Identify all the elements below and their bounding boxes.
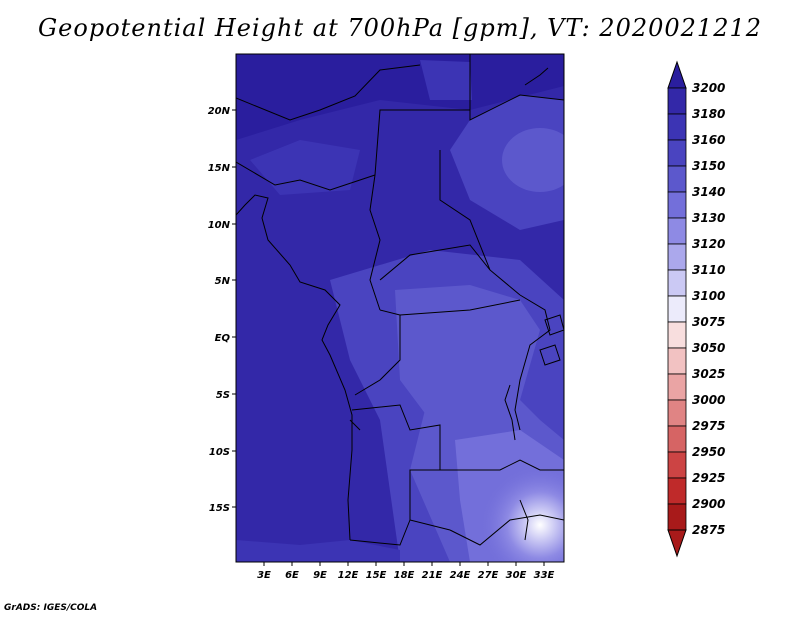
colorbar-label: 3120 [692,237,725,251]
lon-label: 12E [338,570,359,581]
lon-label: 30E [506,570,527,581]
map-frame [235,53,565,563]
colorbar-cell [667,477,687,505]
lat-label: 10S [209,447,230,458]
colorbar-label: 3180 [692,107,725,121]
colorbar-cell [667,269,687,297]
borders [236,54,564,546]
colorbar-arrow-bottom [667,529,687,558]
colorbar-label: 3110 [692,263,725,277]
lon-label: 15E [366,570,387,581]
lat-label: 5S [216,390,230,401]
colorbar-label: 3140 [692,185,725,199]
colorbar-cell [667,451,687,479]
credit-text: GrADS: IGES/COLA [4,603,98,613]
colorbar-label: 3050 [692,341,725,355]
lon-label: 6E [285,570,299,581]
lat-label: 20N [208,106,231,117]
colorbar: 3200 3180 3160 3150 3140 3130 3120 3110 3100 3075… [667,60,725,558]
colorbar-cell [667,165,687,193]
lat-ticks [232,109,236,508]
lon-label: 9E [313,570,327,581]
colorbar-label: 3150 [692,159,725,173]
colorbar-cell [667,321,687,349]
colorbar-cell [667,243,687,271]
map-figure: 20N 15N 10N 5N EQ 5S 10S 15S 3E 6E 9E 12… [208,53,725,581]
colorbar-cell [667,503,687,531]
lat-label: 15S [209,503,230,514]
lon-ticks [263,562,545,566]
colorbar-label: 2925 [692,471,725,485]
lon-label: 33E [534,570,555,581]
lat-label: 5N [215,276,231,287]
height-field [236,54,564,562]
colorbar-label: 2975 [692,419,725,433]
colorbar-label: 3200 [692,81,725,95]
colorbar-label: 3075 [692,315,725,329]
lon-label: 18E [394,570,415,581]
lat-label: 15N [208,163,231,174]
colorbar-cell [667,425,687,453]
colorbar-label: 3130 [692,211,725,225]
colorbar-cell [667,87,687,115]
colorbar-cell [667,295,687,323]
colorbar-label: 3025 [692,367,725,381]
colorbar-cell [667,399,687,427]
colorbar-cell [667,113,687,141]
lon-label: 3E [257,570,271,581]
colorbar-cell [667,347,687,375]
lat-label: 10N [208,220,231,231]
lat-label: EQ [215,333,231,344]
colorbar-cell [667,139,687,167]
colorbar-cell [667,373,687,401]
lon-label: 27E [478,570,499,581]
colorbar-label: 2875 [692,523,725,537]
colorbar-label: 2950 [692,445,725,459]
colorbar-arrow-top [667,60,687,89]
colorbar-cell [667,217,687,245]
colorbar-cell [667,191,687,219]
map-title: Geopotential Height at 700hPa [gpm], VT:… [38,14,762,42]
colorbar-label: 3000 [692,393,725,407]
lon-label: 24E [450,570,471,581]
colorbar-label: 3100 [692,289,725,303]
lon-label: 21E [422,570,443,581]
colorbar-label: 2900 [692,497,725,511]
colorbar-label: 3160 [692,133,725,147]
